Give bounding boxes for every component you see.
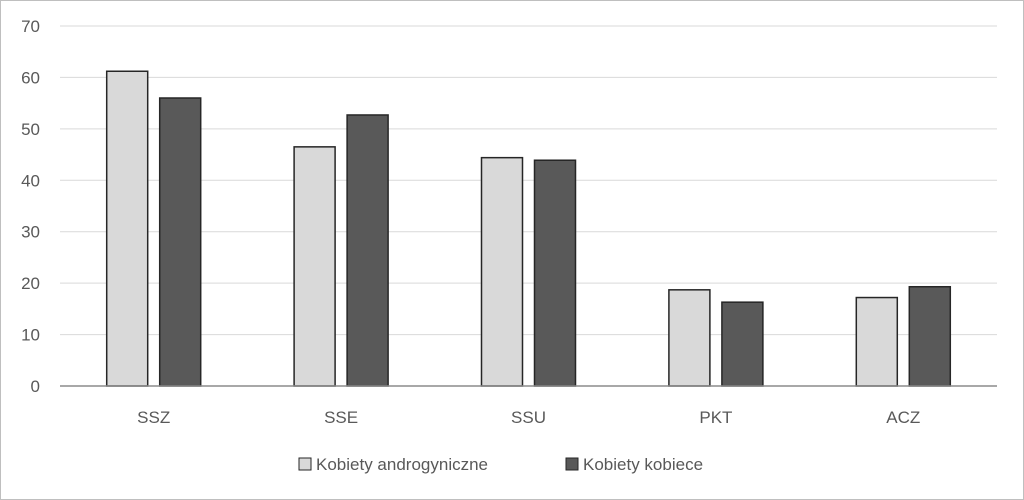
- bar-pkt-series-2: [721, 301, 764, 387]
- bar-ssu-series-1: [480, 156, 524, 387]
- y-axis-ticks: 0 10 20 30 40 50 60 70: [21, 17, 40, 396]
- y-tick-label: 50: [21, 120, 40, 139]
- x-tick-label: SSZ: [137, 408, 170, 427]
- y-tick-label: 0: [31, 377, 40, 396]
- y-tick-label: 20: [21, 274, 40, 293]
- gridlines: [60, 25, 997, 336]
- legend-label: Kobiety androgyniczne: [316, 455, 488, 474]
- bar-sse-series-2: [346, 114, 389, 387]
- bar-acz-series-2: [908, 285, 952, 387]
- bars: [105, 70, 952, 387]
- bar-sse-series-1: [293, 146, 336, 387]
- x-tick-label: SSU: [511, 408, 546, 427]
- y-tick-label: 30: [21, 223, 40, 242]
- x-tick-label: PKT: [699, 408, 732, 427]
- x-tick-label: ACZ: [886, 408, 920, 427]
- bar-ssz-series-1: [105, 70, 149, 387]
- y-tick-label: 10: [21, 326, 40, 345]
- x-axis-ticks: SSZ SSE SSU PKT ACZ: [137, 408, 920, 427]
- bar-pkt-series-1: [668, 289, 711, 387]
- bar-acz-series-1: [855, 296, 899, 387]
- bar-ssu-series-2: [533, 159, 577, 387]
- y-tick-label: 60: [21, 68, 40, 87]
- bar-ssz-series-2: [158, 97, 202, 387]
- x-tick-label: SSE: [324, 408, 358, 427]
- legend-swatch: [565, 457, 579, 471]
- y-tick-label: 40: [21, 171, 40, 190]
- legend-label: Kobiety kobiece: [583, 455, 703, 474]
- legend-swatch: [298, 457, 312, 471]
- legend: Kobiety androgyniczne Kobiety kobiece: [298, 455, 703, 474]
- y-tick-label: 70: [21, 17, 40, 36]
